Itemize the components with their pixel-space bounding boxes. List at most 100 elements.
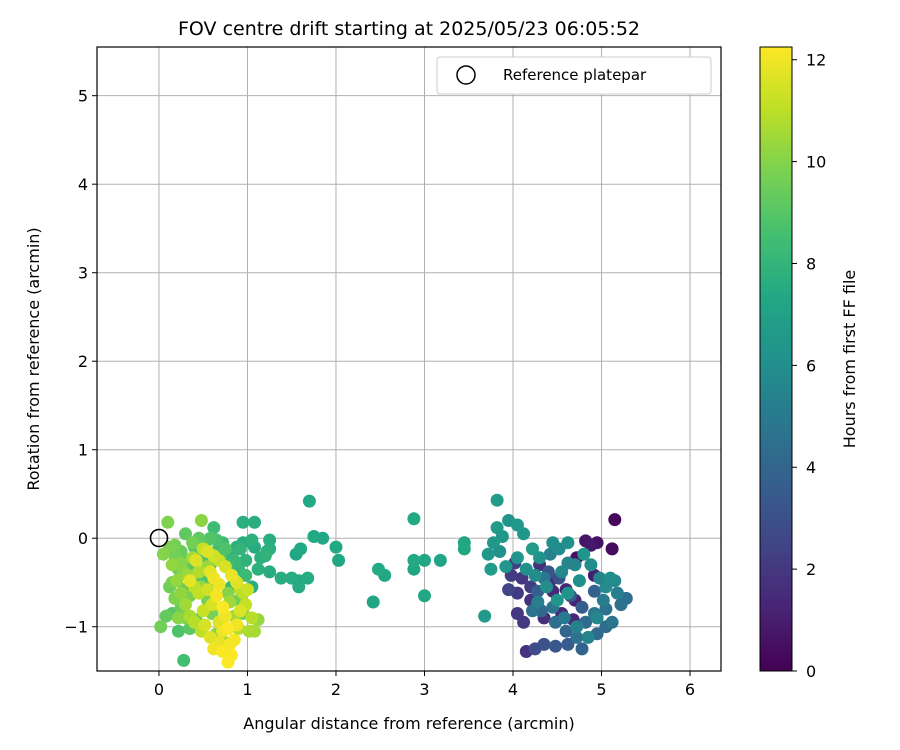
scatter-point (407, 553, 421, 567)
scatter-point (216, 600, 230, 614)
legend-marker-icon (456, 65, 476, 85)
scatter-point (242, 624, 256, 638)
legend: Reference platepar (436, 56, 712, 95)
scatter-point (418, 553, 431, 567)
scatter-point (570, 620, 584, 634)
scatter-point (156, 547, 170, 561)
colorbar-label: Hours from first FF file (840, 270, 859, 449)
scatter-point (549, 639, 562, 653)
scatter-point (186, 536, 200, 550)
scatter-point (577, 547, 591, 561)
scatter-point (481, 547, 495, 561)
x-tick-label: 6 (685, 680, 695, 699)
x-tick-label: 0 (154, 680, 164, 699)
colorbar-tick-label: 6 (806, 356, 816, 375)
scatter-point (179, 527, 192, 541)
grid (97, 47, 721, 671)
scatter-point (218, 542, 232, 556)
scatter-point (572, 574, 586, 588)
colorbar-tick-label: 2 (806, 560, 816, 579)
y-tick-label: 2 (78, 352, 88, 371)
y-tick-label: −1 (64, 618, 88, 637)
scatter-point (329, 540, 343, 554)
scatter-point (584, 538, 598, 552)
scatter-point (258, 549, 272, 563)
colorbar-ticks: 0 2 4 6 8 10 12 (792, 51, 826, 681)
scatter-point (526, 542, 539, 556)
scatter-point (478, 609, 492, 623)
x-tick-label: 1 (242, 680, 252, 699)
scatter-point (531, 595, 545, 609)
scatter-point (608, 513, 622, 527)
x-tick-label: 3 (419, 680, 429, 699)
scatter-point (236, 515, 250, 529)
scatter-point (263, 565, 277, 579)
reference-platepar-marker (149, 528, 169, 548)
scatter-point (603, 571, 617, 585)
scatter-point (584, 558, 598, 572)
scatter-point (561, 637, 575, 651)
scatter-point (307, 530, 321, 543)
scatter-point (575, 600, 589, 614)
scatter-point (418, 589, 431, 603)
colorbar (759, 46, 793, 672)
scatter-point (487, 536, 500, 550)
axis-ticks: 0 1 2 3 4 5 6 −1 0 1 2 3 4 5 (64, 87, 695, 699)
scatter-point (610, 586, 624, 600)
scatter-point (239, 568, 253, 582)
scatter-point (159, 609, 173, 623)
y-tick-label: 5 (78, 87, 88, 106)
scatter-point (614, 598, 628, 612)
scatter-point (207, 571, 221, 585)
scatter-point (561, 586, 575, 600)
scatter-point (561, 536, 575, 550)
scatter-point (177, 653, 191, 667)
scatter-point (183, 574, 197, 588)
scatter-point (502, 583, 516, 597)
legend-label: Reference platepar (503, 66, 647, 84)
scatter-point (490, 521, 504, 535)
legend-box (436, 56, 712, 95)
scatter-point (557, 611, 571, 625)
scatter-point (221, 655, 235, 669)
scatter-point (179, 598, 192, 612)
scatter-point (490, 493, 504, 507)
scatter-point (510, 518, 524, 532)
scatter-point (187, 615, 201, 629)
scatter-point (301, 571, 315, 585)
scatter-point (559, 624, 573, 638)
scatter-point (239, 553, 253, 567)
x-axis-label: Angular distance from reference (arcmin) (243, 714, 574, 733)
scatter-point (605, 542, 619, 556)
scatter-point (174, 586, 188, 600)
scatter-point (170, 574, 184, 588)
scatter-point (210, 589, 223, 603)
scatter-point (248, 515, 261, 529)
scatter-point (207, 521, 221, 535)
scatter-point (568, 558, 582, 572)
scatter-point (216, 645, 230, 658)
scatter-point (372, 562, 385, 576)
scatter-point (484, 562, 498, 576)
x-tick-label: 2 (331, 680, 341, 699)
scatter-point (285, 571, 299, 585)
colorbar-tick-label: 8 (806, 254, 816, 273)
scatter-point (581, 630, 595, 644)
scatter-point (194, 514, 208, 527)
scatter-point (198, 618, 212, 632)
scatter-point (227, 633, 241, 647)
scatter-point (165, 558, 179, 572)
scatter-point (555, 565, 569, 579)
scatter-point (550, 593, 564, 607)
scatter-point (533, 551, 547, 565)
scatter-point (221, 622, 235, 635)
x-tick-label: 4 (508, 680, 518, 699)
y-axis-label: Rotation from reference (arcmin) (24, 227, 43, 490)
scatter-point (519, 562, 533, 576)
scatter-point (245, 611, 259, 625)
plot-frame (96, 46, 722, 672)
colorbar-tick-label: 10 (806, 153, 826, 172)
scatter-point (570, 630, 584, 644)
data-points (154, 493, 633, 669)
